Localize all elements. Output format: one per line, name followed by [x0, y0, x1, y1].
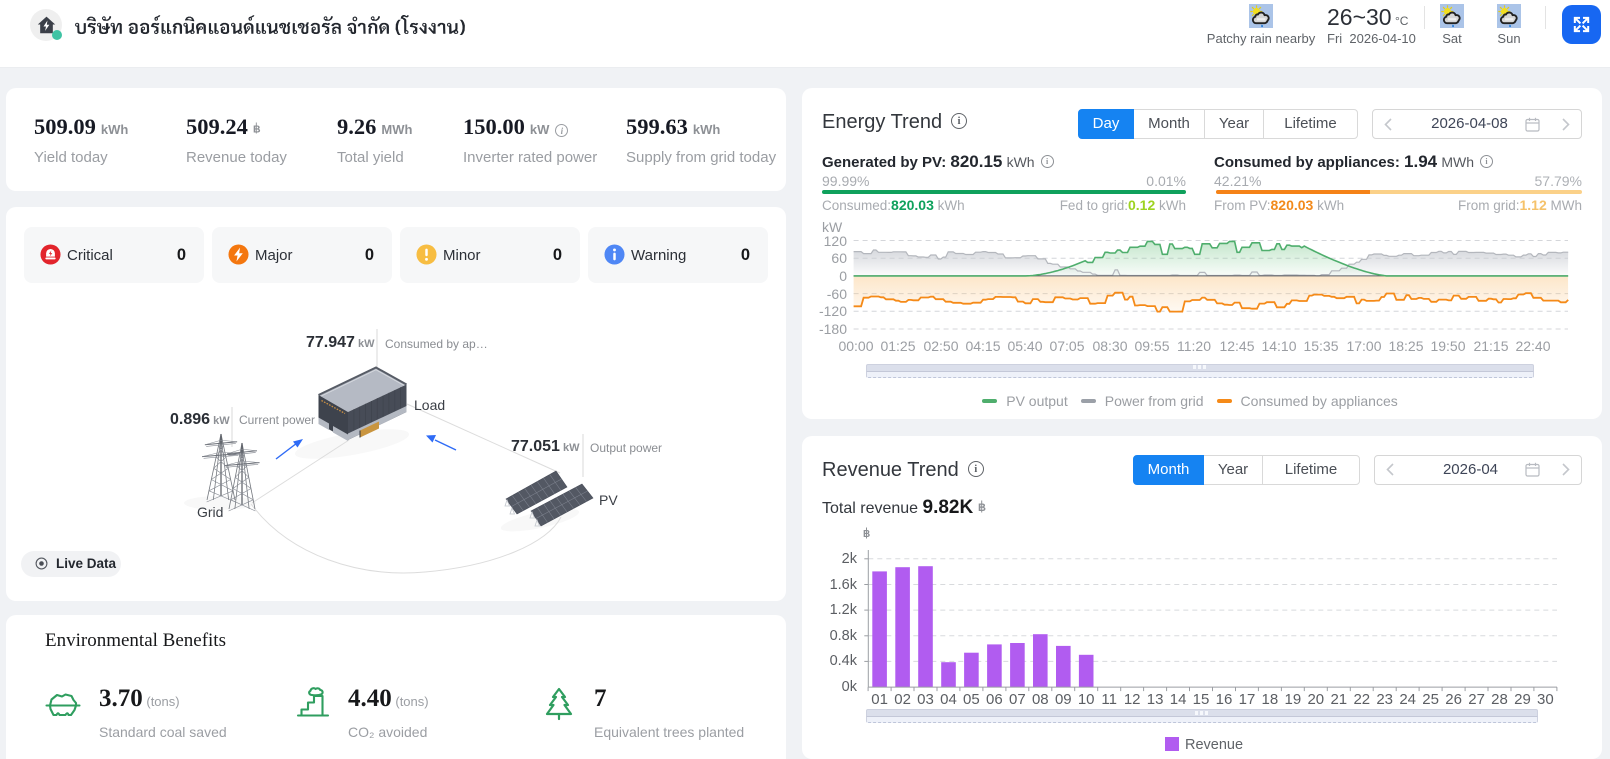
svg-text:B: B: [253, 124, 261, 135]
